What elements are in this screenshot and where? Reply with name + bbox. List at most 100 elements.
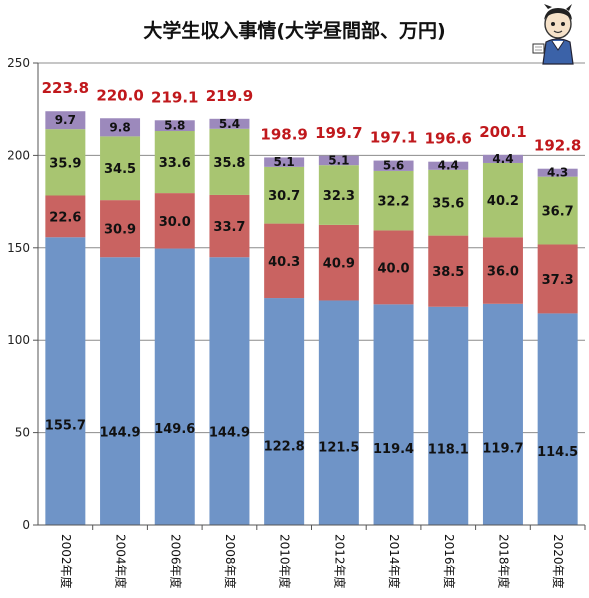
data-label: 37.3 [542,273,574,288]
y-tick-label: 250 [7,56,30,70]
y-tick-label: 50 [15,426,30,440]
bar-segment [154,193,195,249]
bar-segment [154,120,195,132]
data-label: 40.0 [378,261,410,276]
bar-segment [318,300,359,525]
x-tick-label: 2012年度 [332,534,347,589]
data-label: 122.8 [264,440,305,455]
data-label: 40.3 [268,255,300,270]
data-label: 5.4 [219,117,240,131]
data-label: 32.2 [378,195,410,210]
x-tick-label: 2016年度 [442,534,457,589]
data-label: 118.1 [428,443,469,458]
axes: 0 50 100 150 200 250 2002年度 2004年度 2006年度 2008年度 2… [7,56,586,589]
data-label: 22.6 [49,210,81,225]
x-tick-label: 2018年度 [496,534,511,589]
bar-segment [209,257,250,525]
bar-segment [482,154,523,163]
bar-segment [428,306,469,525]
bar-segment [154,131,195,194]
data-label: 4.4 [492,152,513,166]
data-labels: 155.7 22.6 35.9 9.7 223.8 144.9 30.9 34.5 9.8 220… [42,79,582,460]
bar-segment [318,224,359,301]
total-label: 199.7 [315,124,362,142]
total-label: 220.0 [96,86,143,104]
bar-segment [264,157,305,167]
bar-segment [373,170,414,231]
y-tick-label: 0 [22,518,30,532]
bar-segment [373,230,414,305]
data-label: 40.9 [323,257,355,272]
bar-segment [100,118,141,137]
data-label: 38.5 [432,265,464,280]
x-tick-label: 2002年度 [59,534,74,589]
chart-title: 大学生収入事情(大学昼間部、万円) [143,20,446,42]
data-label: 155.7 [45,418,86,433]
bar-segment [45,129,86,196]
bar-segment [537,168,578,177]
bar-segment [264,166,305,224]
bar-segment [45,195,86,238]
x-tick-label: 2004年度 [114,534,129,589]
data-label: 30.7 [268,189,300,204]
data-label: 30.0 [159,215,191,230]
bar-segment [428,161,469,170]
y-tick-label: 150 [7,241,30,255]
data-label: 33.7 [213,220,245,235]
data-label: 34.5 [104,162,136,177]
total-label: 223.8 [42,79,89,97]
bar-segment [100,136,141,201]
bar-segment [482,162,523,238]
bar-segment [537,244,578,314]
data-label: 119.4 [373,442,414,457]
data-label: 119.7 [482,442,523,457]
data-label: 5.1 [328,153,349,167]
bar-segment [428,235,469,307]
data-label: 144.9 [209,425,250,440]
x-tick-label: 2006年度 [168,534,183,589]
data-label: 4.4 [438,159,459,173]
total-label: 197.1 [370,129,417,147]
bar-segment [428,169,469,236]
bar-segment [537,313,578,525]
bar-segment [209,194,250,258]
bar-segment [318,165,359,225]
bar-segment [209,128,250,195]
data-label: 4.3 [547,166,568,180]
data-label: 9.8 [109,120,130,134]
bars [45,111,578,526]
data-label: 36.0 [487,265,519,280]
mascot-icon [532,4,574,65]
y-tick-label: 100 [7,333,30,347]
data-label: 35.8 [213,156,245,171]
data-label: 5.8 [164,119,185,133]
data-label: 5.6 [383,159,404,173]
y-tick-label: 200 [7,148,30,162]
data-label: 35.9 [49,156,81,171]
bar-segment [100,200,141,258]
x-tick-label: 2014年度 [387,534,402,589]
bar-segment [154,248,195,526]
bar-segment [264,223,305,299]
bar-segment [45,237,86,525]
total-label: 192.8 [534,137,581,155]
x-tick-label: 2020年度 [551,534,566,589]
total-label: 219.1 [151,88,198,106]
total-label: 196.6 [425,130,472,148]
data-label: 121.5 [318,440,359,455]
bar-segment [100,257,141,525]
x-tick-label: 2008年度 [223,534,238,589]
data-label: 144.9 [99,425,140,440]
data-label: 30.9 [104,223,136,238]
data-label: 114.5 [537,445,578,460]
total-label: 198.9 [260,125,307,143]
bar-segment [318,155,359,166]
total-label: 219.9 [206,87,253,105]
bar-segment [482,303,523,525]
data-label: 149.6 [154,422,195,437]
bar-segment [482,237,523,304]
data-label: 35.6 [432,197,464,212]
bar-segment [373,160,414,171]
data-label: 40.2 [487,194,519,209]
